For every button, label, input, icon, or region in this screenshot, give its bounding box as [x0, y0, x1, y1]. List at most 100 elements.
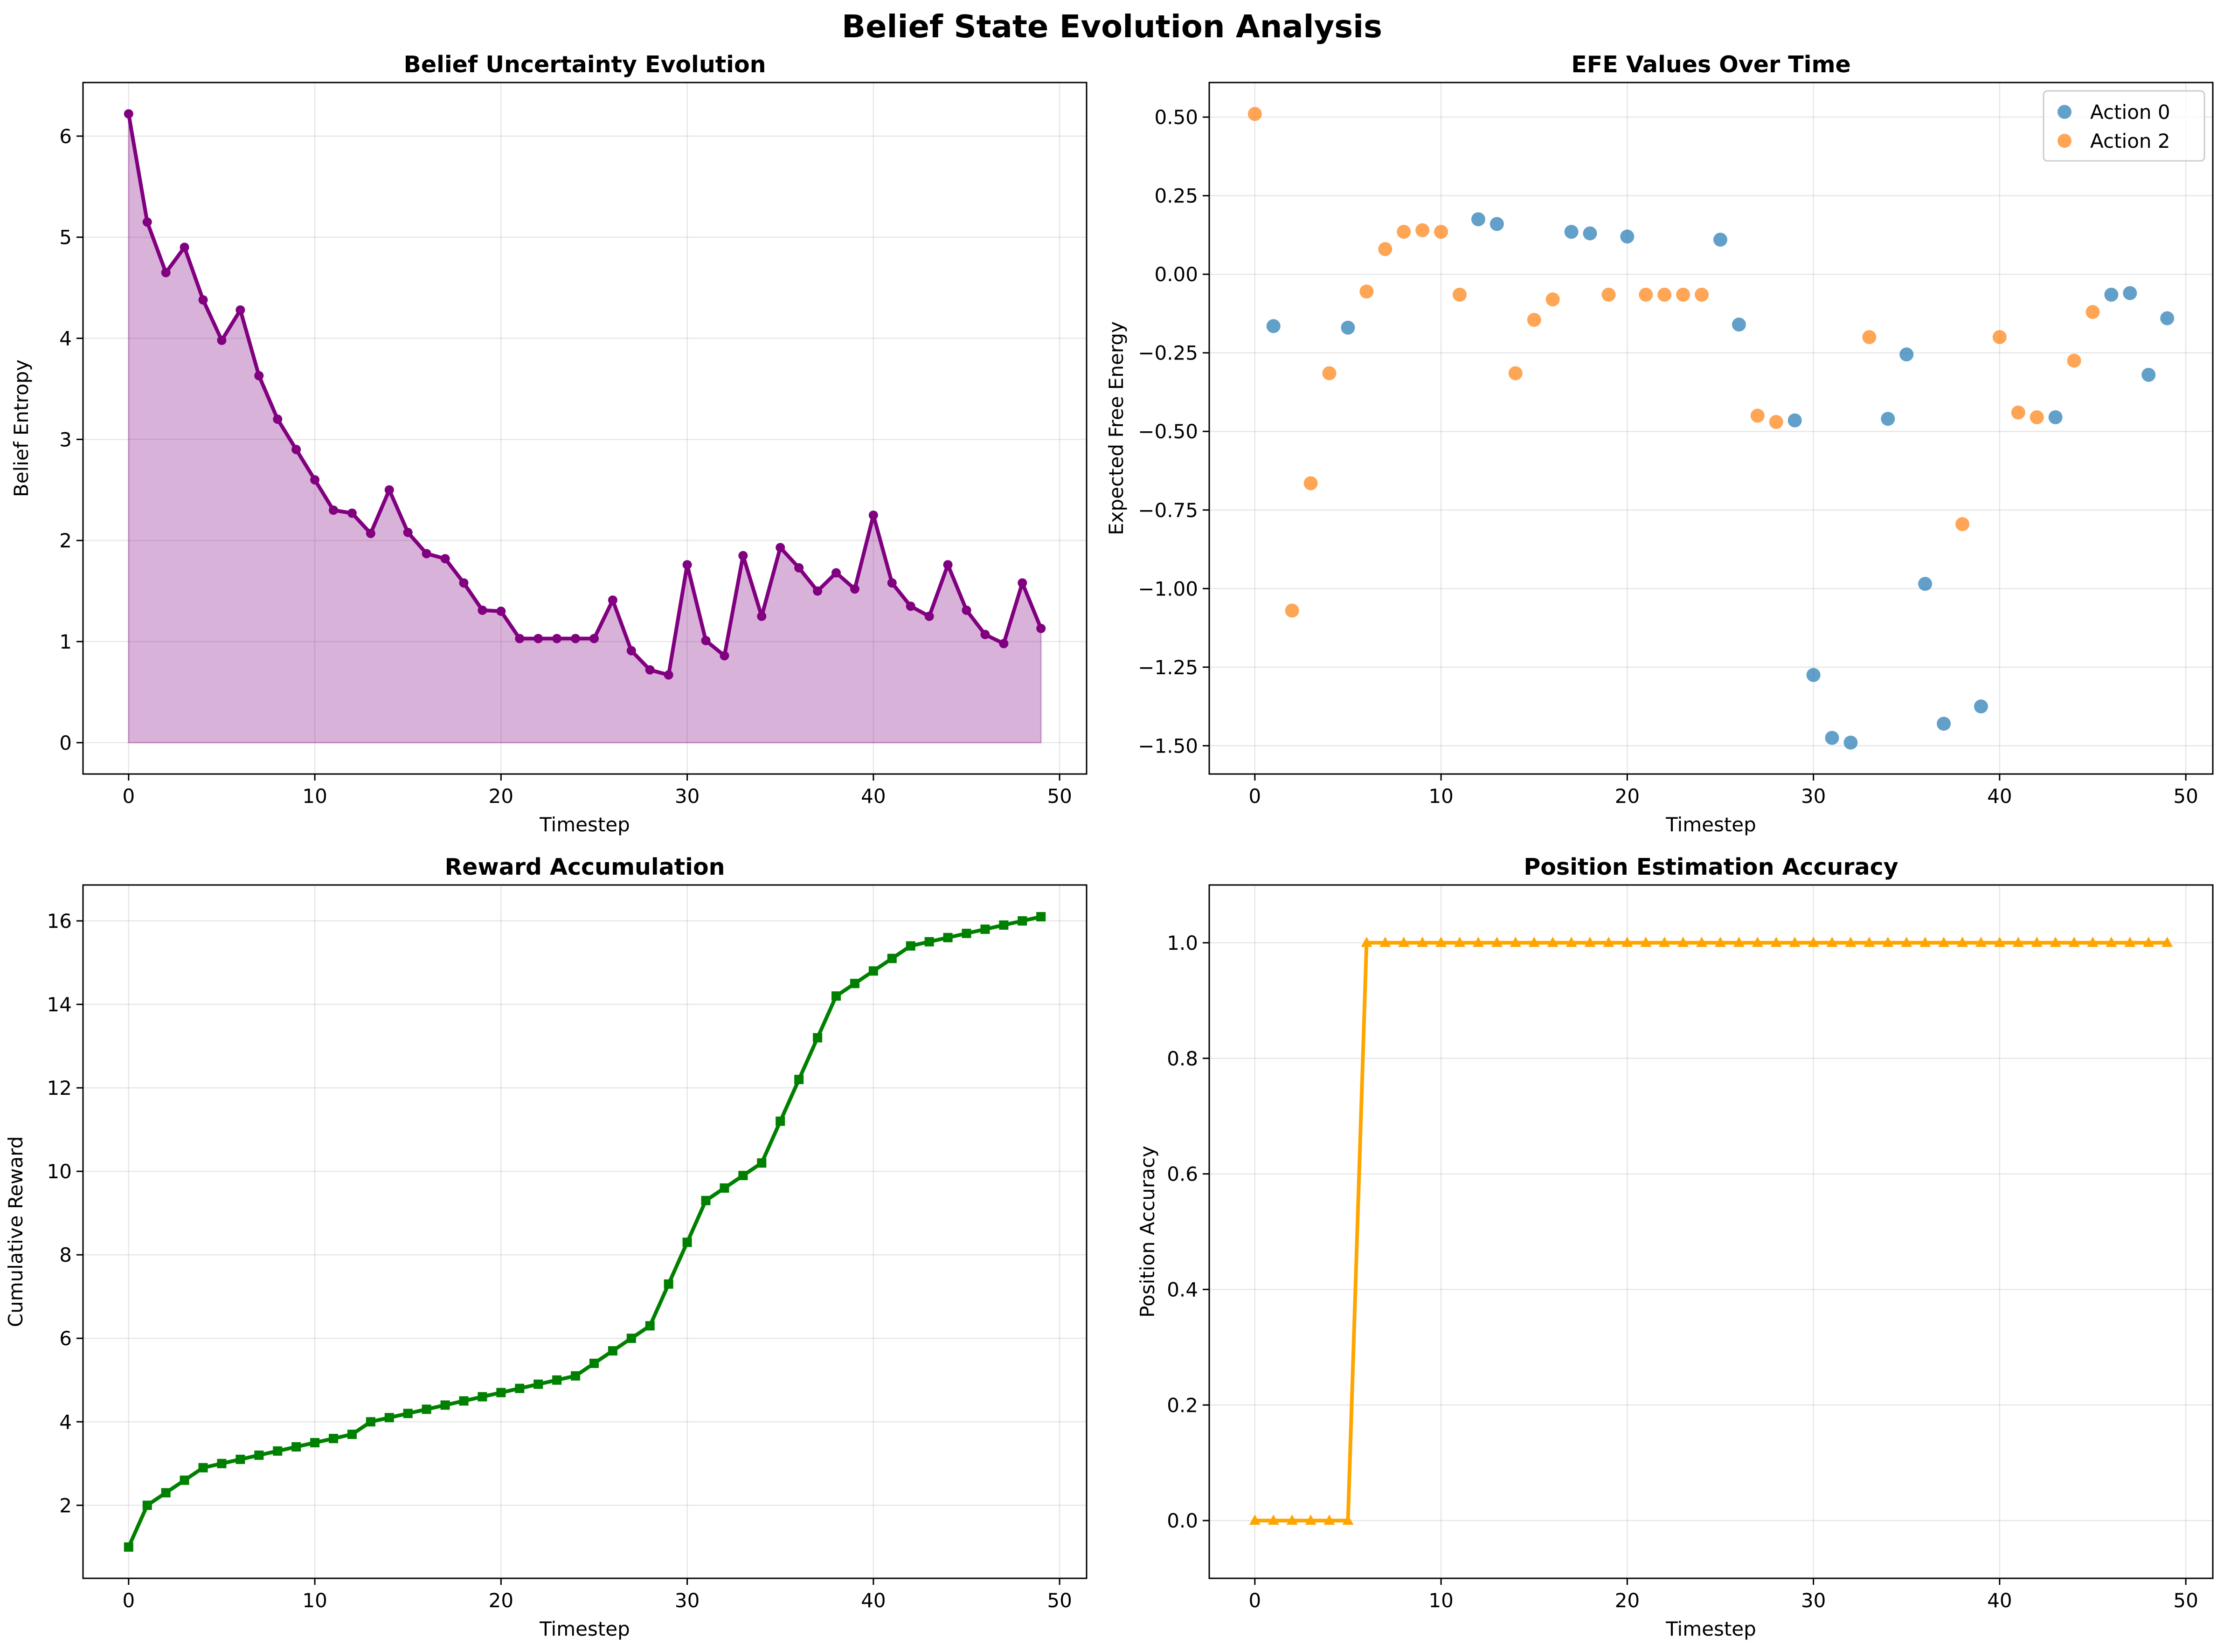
reward-point — [422, 1404, 431, 1414]
legend-marker — [2058, 134, 2072, 148]
reward-point — [403, 1409, 413, 1418]
y-axis-label: Belief Entropy — [10, 359, 33, 497]
entropy-point — [217, 335, 227, 345]
reward-point — [906, 941, 915, 951]
y-tick-label: −1.00 — [1138, 577, 1198, 600]
entropy-point — [776, 543, 785, 553]
x-tick-label: 10 — [302, 785, 327, 808]
y-axis-label: Cumulative Reward — [4, 1136, 27, 1327]
reward-point — [701, 1196, 711, 1205]
x-tick-label: 30 — [1801, 785, 1826, 808]
entropy-point — [347, 508, 357, 518]
entropy-point — [142, 217, 152, 227]
y-tick-label: 0.4 — [1167, 1278, 1198, 1301]
reward-point — [738, 1171, 748, 1181]
x-tick-label: 10 — [1428, 785, 1453, 808]
accuracy-point — [1621, 936, 1633, 947]
series-0-point — [1843, 735, 1858, 750]
entropy-point — [571, 634, 581, 643]
entropy-point — [180, 242, 189, 252]
series-1-point — [1508, 366, 1523, 380]
accuracy-point — [2124, 936, 2136, 947]
entropy-point — [459, 578, 469, 588]
entropy-point — [645, 665, 655, 675]
series-1-point — [1955, 517, 1969, 532]
entropy-point — [552, 634, 562, 643]
series-0-point — [2160, 311, 2175, 325]
legend-label: Action 0 — [2090, 101, 2170, 124]
accuracy-point — [2068, 936, 2080, 947]
reward-point — [887, 954, 897, 963]
accuracy-point — [2162, 936, 2173, 947]
series-0-point — [1490, 217, 1504, 231]
accuracy-line — [1254, 940, 2168, 1523]
series-1-point — [1247, 107, 1262, 121]
series-1-point — [1545, 292, 1560, 307]
y-tick-label: 12 — [47, 1077, 72, 1099]
reward-point — [1018, 916, 1027, 926]
y-tick-label: −0.50 — [1138, 420, 1198, 443]
reward-point — [459, 1396, 469, 1406]
entropy-point — [757, 611, 767, 621]
accuracy-point — [1510, 936, 1521, 947]
x-tick-label: 0 — [122, 785, 135, 808]
reward-point — [850, 979, 859, 988]
reward-point — [384, 1413, 394, 1423]
x-tick-label: 30 — [675, 785, 700, 808]
accuracy-point — [1361, 936, 1372, 947]
entropy-line — [126, 113, 1043, 677]
entropy-point — [422, 549, 431, 559]
panel-title: Position Estimation Accuracy — [1524, 854, 1898, 880]
series-1-point — [1750, 408, 1765, 423]
y-tick-label: −0.75 — [1138, 499, 1198, 522]
series-1-point — [2011, 405, 2025, 420]
accuracy-point — [1584, 936, 1596, 947]
entropy-point — [720, 651, 729, 661]
entropy-point — [478, 605, 487, 615]
series-1-point — [1676, 288, 1691, 302]
entropy-point — [701, 636, 711, 645]
reward-point — [831, 991, 841, 1001]
reward-point — [776, 1116, 785, 1126]
reward-point — [236, 1454, 245, 1464]
entropy-point — [291, 445, 301, 455]
series-0-point — [1788, 413, 1802, 428]
entropy-point — [682, 560, 692, 570]
entropy-point — [738, 551, 748, 560]
axes-frame — [82, 82, 1088, 775]
accuracy-point — [1696, 936, 1708, 947]
panel-accuracy: 0 10 20 30 40 50 0.0 0.2 0.4 0.6 0.8 1.0 Position Es… — [1136, 854, 2214, 1640]
x-axis-label: Timestep — [1665, 1617, 1756, 1640]
reward-point — [682, 1237, 692, 1247]
accuracy-point — [1268, 1514, 1279, 1525]
series-1-point — [1657, 288, 1672, 302]
legend-label: Action 2 — [2090, 130, 2170, 152]
y-tick-label: −1.25 — [1138, 656, 1198, 679]
entropy-point — [868, 510, 878, 520]
series-0-point — [1620, 229, 1635, 244]
x-tick-label: 30 — [675, 1589, 700, 1612]
reward-point — [496, 1388, 506, 1397]
accuracy-point — [2106, 936, 2117, 947]
accuracy-point — [1659, 936, 1670, 947]
accuracy-point — [1640, 936, 1652, 947]
entropy-point — [496, 606, 506, 616]
y-tick-label: 10 — [47, 1160, 72, 1183]
series-0-point — [1713, 233, 1727, 247]
series-1-point — [1359, 284, 1374, 299]
entropy-point — [124, 109, 133, 119]
series-0-point — [2104, 288, 2119, 302]
reward-point — [254, 1450, 264, 1460]
reward-point — [571, 1371, 581, 1381]
accuracy-point — [1435, 936, 1447, 947]
entropy-point — [924, 611, 934, 621]
accuracy-point — [1528, 936, 1540, 947]
x-tick-label: 10 — [1428, 1589, 1453, 1612]
accuracy-point — [1808, 936, 1819, 947]
reward-point — [589, 1358, 599, 1368]
entropy-point — [310, 475, 320, 485]
y-tick-label: 8 — [59, 1244, 72, 1266]
reward-point — [943, 933, 953, 942]
